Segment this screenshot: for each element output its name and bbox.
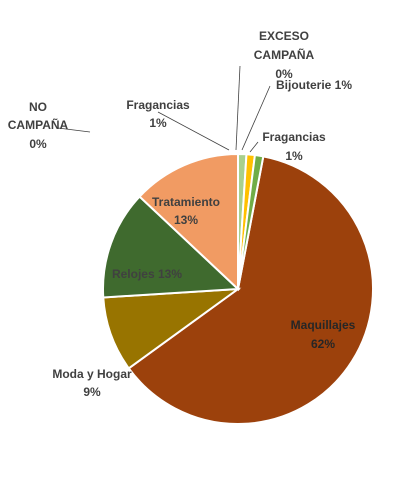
label-fragancias-a-pct: 1% bbox=[149, 116, 167, 130]
slice-relojes-2 bbox=[102, 195, 241, 299]
label-relojes: Relojes 13% bbox=[112, 267, 182, 281]
leader-bijouterie bbox=[241, 85, 271, 151]
label-tratamiento-pct: 13% bbox=[174, 213, 198, 227]
pie-slices bbox=[102, 152, 374, 425]
leader-fragancias-a bbox=[157, 111, 230, 151]
leader-fragancias-b bbox=[249, 141, 259, 153]
label-exceso-pct: 0% bbox=[275, 67, 293, 81]
leader-exceso bbox=[235, 65, 241, 151]
label-maquillajes-name: Maquillajes bbox=[291, 318, 356, 332]
label-no-campana-2: CAMPAÑA bbox=[8, 117, 69, 132]
leader-lines bbox=[57, 65, 271, 153]
label-no-campana-pct: 0% bbox=[29, 137, 47, 151]
label-no-campana-1: NO bbox=[29, 100, 47, 114]
label-maquillajes-pct: 62% bbox=[311, 337, 335, 351]
label-tratamiento-name: Tratamiento bbox=[152, 195, 220, 209]
label-exceso-1: EXCESO bbox=[259, 29, 309, 43]
slice-maquillajes-0 bbox=[127, 155, 374, 425]
label-fragancias-b-pct: 1% bbox=[285, 149, 303, 163]
slice-tratamiento-3 bbox=[138, 152, 239, 292]
slice-fragancias-8 bbox=[237, 153, 265, 290]
label-moda-name: Moda y Hogar bbox=[52, 367, 132, 381]
label-fragancias-a-name: Fragancias bbox=[126, 98, 190, 112]
label-fragancias-b-name: Fragancias bbox=[262, 130, 326, 144]
label-exceso-2: CAMPAÑA bbox=[254, 47, 315, 62]
leader-no-campana bbox=[57, 127, 91, 133]
label-moda-pct: 9% bbox=[83, 385, 101, 399]
label-bijouterie: Bijouterie 1% bbox=[276, 78, 352, 92]
